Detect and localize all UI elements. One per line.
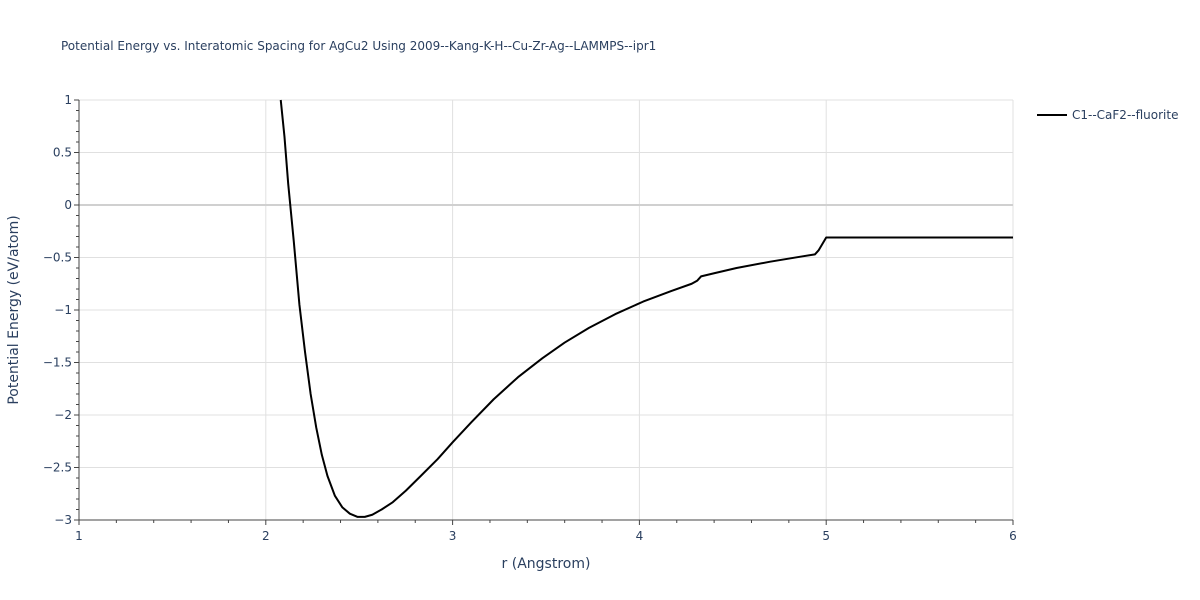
legend: C1--CaF2--fluorite bbox=[1037, 108, 1178, 122]
y-tick-label: −2.5 bbox=[43, 461, 72, 475]
y-tick-label: −3 bbox=[54, 513, 72, 527]
x-axis-title: r (Angstrom) bbox=[502, 556, 591, 572]
chart-title: Potential Energy vs. Interatomic Spacing… bbox=[61, 39, 656, 53]
x-tick-label: 5 bbox=[822, 529, 830, 543]
x-tick-label: 1 bbox=[75, 529, 83, 543]
series-line bbox=[279, 99, 1013, 518]
x-tick-label: 6 bbox=[1009, 529, 1017, 543]
y-tick-label: −2 bbox=[54, 408, 72, 422]
y-tick-label: 1 bbox=[64, 93, 72, 107]
y-tick-label: −1.5 bbox=[43, 356, 72, 370]
y-tick-label: −0.5 bbox=[43, 251, 72, 265]
x-tick-label: 4 bbox=[636, 529, 644, 543]
series-layer bbox=[279, 99, 1013, 518]
y-tick-label: 0.5 bbox=[53, 146, 72, 160]
y-tick-label: −1 bbox=[54, 303, 72, 317]
x-tick-label: 2 bbox=[262, 529, 270, 543]
legend-label: C1--CaF2--fluorite bbox=[1072, 108, 1178, 122]
y-tick-label: 0 bbox=[64, 198, 72, 212]
x-tick-label: 3 bbox=[449, 529, 457, 543]
grid-layer bbox=[79, 99, 1014, 520]
y-axis-title: Potential Energy (eV/atom) bbox=[6, 215, 22, 404]
axes-layer: 1 2 3 4 5 6 1 0.5 0 −0.5 −1 −1.5 −2 −2.5 −3 bbox=[43, 93, 1017, 543]
